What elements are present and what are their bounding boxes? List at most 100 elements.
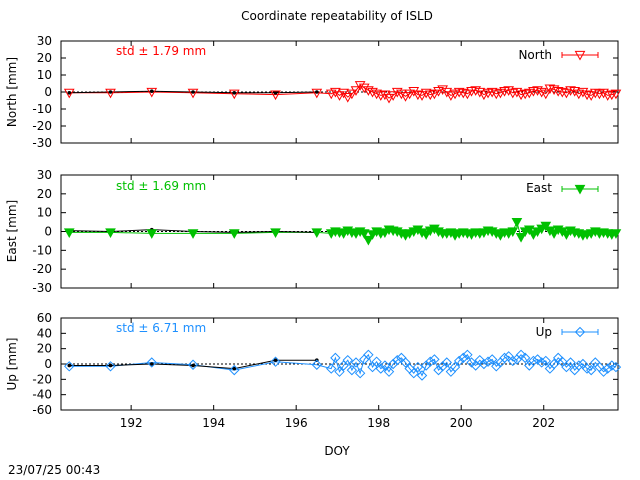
up-data-point	[346, 364, 358, 376]
timestamp: 23/07/25 00:43	[8, 463, 100, 477]
north-data-point	[540, 89, 552, 100]
up-data-point	[515, 349, 527, 361]
up-ytick-label: -60	[32, 403, 52, 417]
up-axis-label: Up [mm]	[5, 338, 19, 391]
east-data-point	[63, 228, 75, 238]
up-reference-point	[273, 358, 278, 362]
north-std-label: std ± 1.79 mm	[116, 44, 206, 58]
up-data-point	[387, 358, 399, 370]
up-ytick-label: -40	[32, 388, 52, 402]
north-data-point	[63, 88, 75, 99]
north-data-point	[577, 87, 589, 98]
up-data-point	[602, 363, 613, 374]
east-ytick-label: 30	[37, 168, 52, 182]
up-data-point	[610, 361, 622, 373]
north-data-point	[486, 87, 498, 98]
east-data-point	[540, 221, 552, 232]
north-data-point	[437, 85, 448, 95]
north-data-point	[552, 87, 564, 97]
north-data-point	[228, 89, 240, 100]
up-data-point	[528, 355, 539, 367]
north-data-point	[581, 90, 593, 101]
up-data-point	[499, 352, 510, 364]
up-data-point	[420, 360, 432, 371]
up-data-point	[453, 355, 465, 367]
up-data-point	[507, 355, 518, 367]
north-plot: -30 -20 -10 0 10 20 30	[32, 34, 622, 150]
north-reference-point	[108, 90, 113, 94]
north-ytick-label: -30	[32, 136, 52, 150]
up-reference-point	[149, 362, 154, 366]
north-legend-label: North	[518, 48, 552, 62]
north-ytick-label: 20	[37, 51, 52, 65]
north-data-point	[585, 91, 597, 101]
north-ytick-label: 10	[37, 68, 52, 82]
north-data-point	[474, 87, 486, 98]
up-data-point	[375, 363, 386, 374]
up-data-point	[416, 370, 428, 381]
up-data-point	[425, 356, 436, 367]
east-data-point	[228, 229, 240, 239]
north-data-point	[420, 88, 432, 99]
east-ytick-label: 0	[44, 225, 52, 239]
east-data-point	[507, 227, 519, 238]
east-data-point	[420, 230, 432, 240]
north-data-point	[146, 87, 158, 98]
north-data-point	[532, 86, 543, 96]
east-panel: East [mm] std ± 1.69 mm East	[5, 179, 552, 262]
north-reference-point	[315, 90, 319, 94]
east-ytick-label: -10	[32, 243, 52, 257]
north-data-point	[311, 88, 323, 99]
up-data-point	[482, 356, 494, 367]
north-data-point	[105, 88, 116, 99]
east-ytick-label: 10	[37, 206, 52, 220]
north-reference-point	[191, 90, 195, 94]
up-data-point	[379, 360, 391, 371]
up-data-point	[146, 357, 157, 368]
east-data-point	[363, 235, 374, 246]
x-tick-label: 202	[532, 416, 555, 430]
up-data-point	[326, 363, 337, 374]
up-legend-marker	[574, 326, 586, 338]
up-data-point	[565, 357, 576, 368]
north-data-point	[383, 93, 395, 104]
east-data-point	[270, 228, 281, 238]
up-std-label: std ± 6.71 mm	[116, 321, 206, 335]
up-data-point	[371, 356, 382, 367]
east-data-point	[515, 233, 527, 243]
north-data-point	[396, 89, 407, 100]
up-reference-point	[232, 366, 237, 371]
north-data-point	[441, 87, 453, 98]
north-data-point	[342, 93, 354, 103]
north-ytick-label: -20	[32, 119, 52, 133]
east-std-label: std ± 1.69 mm	[116, 179, 206, 193]
north-data-point	[544, 84, 556, 95]
north-ytick-label: 0	[44, 85, 52, 99]
up-reference-point	[108, 363, 113, 368]
up-data-point	[105, 361, 116, 372]
east-axis-label: East [mm]	[5, 200, 19, 262]
up-data-point	[532, 354, 543, 365]
north-data-point	[457, 88, 469, 99]
north-data-point	[561, 88, 572, 99]
north-data-point	[412, 90, 424, 101]
north-data-point	[354, 81, 366, 91]
north-data-point	[387, 91, 399, 101]
north-panel: North [mm] std ± 1.79 mm North	[5, 44, 552, 127]
north-data-point	[379, 90, 391, 101]
east-ytick-label: -20	[32, 262, 52, 276]
up-data-point	[462, 349, 473, 361]
up-data-point	[441, 357, 452, 368]
up-data-point	[330, 352, 341, 364]
north-data-point	[511, 87, 523, 98]
north-axis-label: North [mm]	[5, 57, 19, 127]
east-legend-marker	[574, 184, 586, 195]
up-data-point	[466, 357, 477, 368]
east-data-point	[358, 229, 370, 239]
north-data-point	[358, 83, 370, 94]
north-data-point	[565, 86, 576, 96]
north-data-point	[556, 87, 568, 98]
east-data-point	[105, 228, 116, 238]
up-ytick-label: 60	[37, 311, 52, 325]
